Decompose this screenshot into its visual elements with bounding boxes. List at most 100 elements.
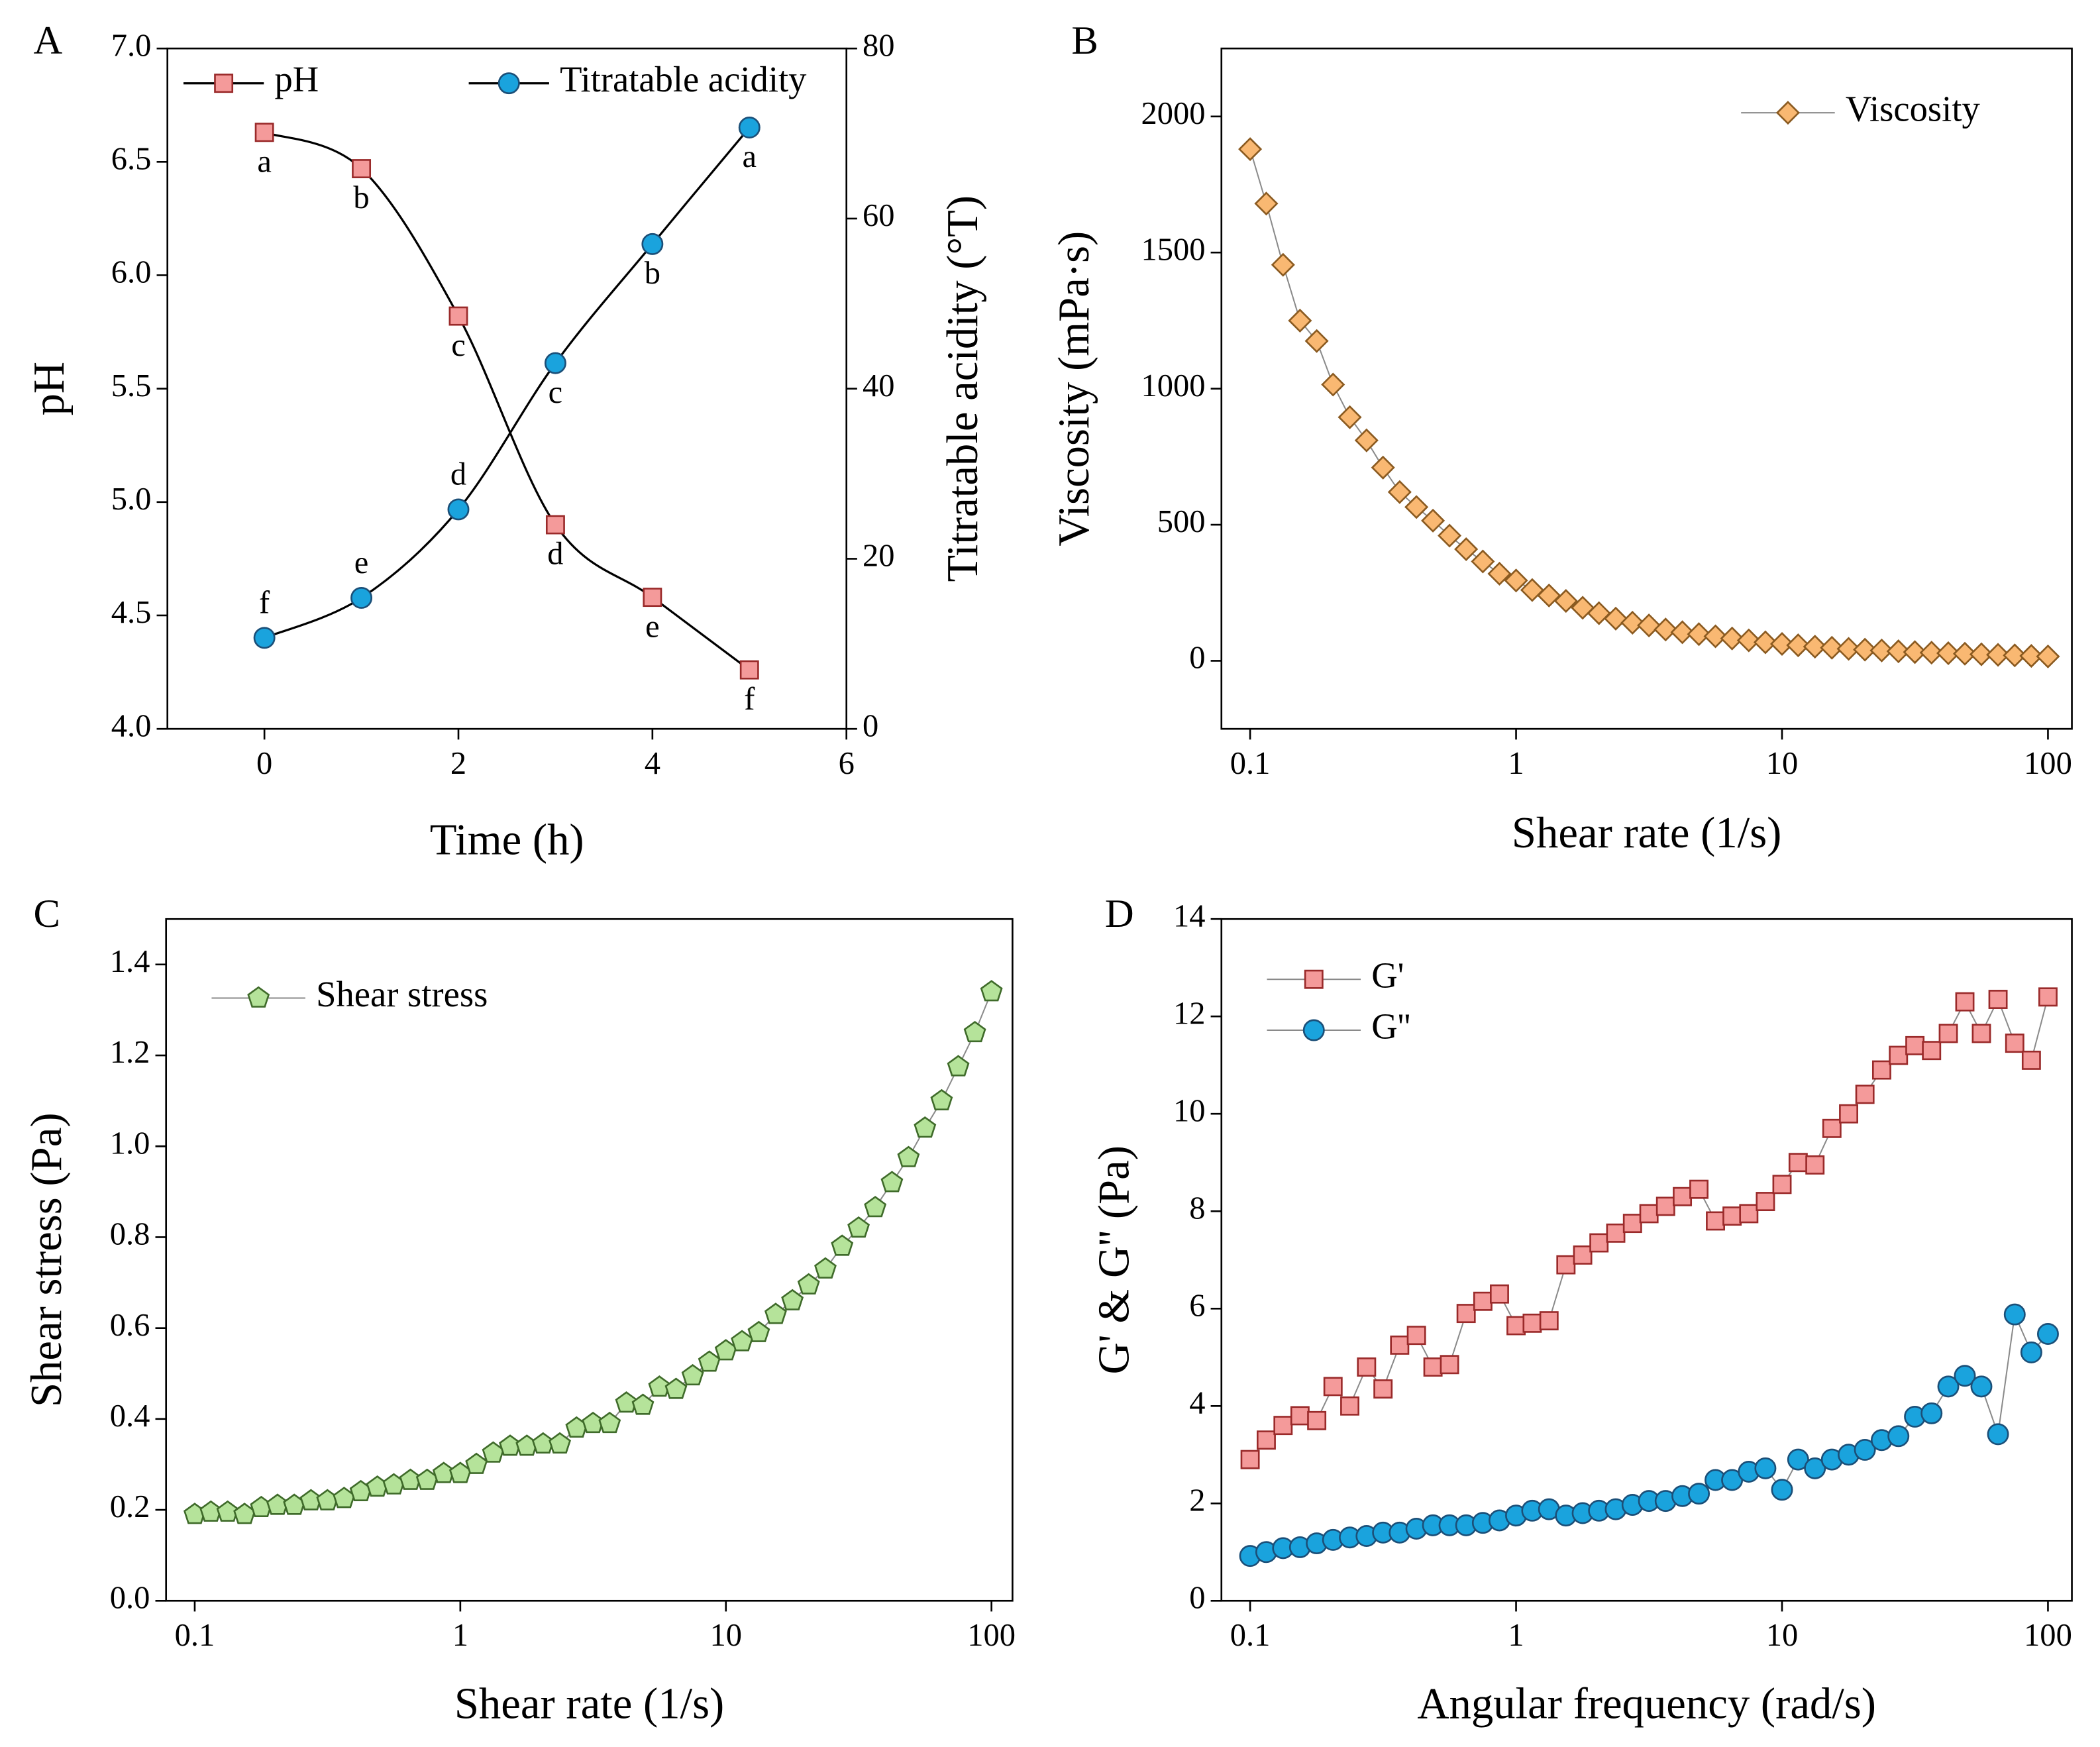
- marker-square: [2038, 987, 2058, 1007]
- y-tick-label: 14: [1173, 898, 1206, 933]
- marker-square: [1905, 1035, 1925, 1055]
- point-label: a: [743, 139, 757, 174]
- y-tick-label: 1000: [1141, 368, 1205, 403]
- marker-circle: [641, 233, 664, 255]
- marker-diamond: [1853, 637, 1877, 662]
- plot-frame: [1220, 918, 2073, 1602]
- marker-square: [1539, 1311, 1559, 1331]
- marker-circle: [544, 352, 566, 374]
- marker-square: [1706, 1211, 1725, 1231]
- marker-square: [1522, 1313, 1542, 1333]
- marker-circle: [1754, 1457, 1777, 1479]
- marker-square: [545, 515, 565, 535]
- marker-pentagon: [814, 1257, 837, 1279]
- marker-pentagon: [764, 1302, 787, 1324]
- marker-square: [1606, 1223, 1626, 1243]
- marker-diamond: [1836, 637, 1861, 661]
- y-tick-label: 5.5: [111, 368, 152, 403]
- point-label: b: [353, 180, 369, 215]
- point-label: d: [547, 537, 563, 572]
- marker-pentagon: [897, 1145, 920, 1167]
- point-label: f: [259, 585, 270, 620]
- point-label: c: [451, 328, 466, 363]
- marker-circle: [1937, 1375, 1960, 1398]
- marker-diamond: [1986, 643, 2011, 667]
- x-tick-label: 1: [1508, 746, 1524, 781]
- marker-square: [643, 588, 662, 608]
- marker-pentagon: [864, 1196, 887, 1218]
- marker-square: [1673, 1187, 1693, 1206]
- marker-diamond: [1238, 137, 1263, 162]
- marker-square: [1922, 1041, 1942, 1061]
- marker-square: [352, 159, 372, 179]
- x-tick-label: 0.1: [1230, 1618, 1271, 1653]
- marker-square: [1240, 1450, 1260, 1469]
- marker-square: [1323, 1377, 1343, 1397]
- marker-square: [1589, 1233, 1609, 1253]
- legend-marker: [247, 986, 270, 1008]
- x-tick-label: 4: [645, 746, 660, 781]
- marker-pentagon: [980, 980, 1003, 1002]
- marker-diamond: [1571, 596, 1595, 620]
- marker-pentagon: [831, 1234, 854, 1256]
- y-tick-label: 2: [1189, 1483, 1205, 1518]
- marker-diamond: [1903, 640, 1927, 664]
- marker-diamond: [1803, 635, 1827, 659]
- marker-square: [2005, 1033, 2024, 1053]
- y-tick-label: 500: [1157, 504, 1206, 539]
- marker-pentagon: [880, 1171, 904, 1192]
- marker-square: [1622, 1214, 1642, 1234]
- plot-frame: [165, 918, 1014, 1602]
- marker-square: [1655, 1196, 1675, 1216]
- x-tick-label: 0.1: [175, 1618, 215, 1653]
- y-tick-label: 4: [1189, 1385, 1205, 1420]
- marker-circle: [1920, 1402, 1943, 1424]
- marker-diamond: [1769, 631, 1795, 657]
- marker-square: [2021, 1050, 2041, 1070]
- marker-square: [1390, 1335, 1410, 1355]
- y-tick-label: 0: [1189, 1580, 1205, 1615]
- x-tick-label: 10: [1766, 746, 1799, 781]
- x-tick-label: 1: [1508, 1618, 1524, 1653]
- marker-circle: [1954, 1365, 1976, 1387]
- y-tick-label: 0.0: [110, 1580, 150, 1615]
- y-tick-label: 12: [1173, 996, 1206, 1031]
- marker-diamond: [1587, 601, 1611, 625]
- marker-diamond: [1936, 641, 1961, 665]
- marker-square: [1490, 1284, 1509, 1304]
- y2-axis-label: Titratable acidity (°T): [939, 195, 987, 582]
- point-label: e: [645, 609, 660, 644]
- x-tick-label: 1: [452, 1618, 468, 1653]
- series-line: [1249, 996, 2049, 1460]
- marker-diamond: [1637, 613, 1661, 638]
- marker-square: [1506, 1316, 1526, 1336]
- y-tick-label: 0: [1189, 641, 1205, 676]
- y2-tick-label: 0: [863, 708, 878, 743]
- marker-square: [1257, 1430, 1276, 1450]
- panel-label: C: [34, 892, 60, 936]
- marker-pentagon: [598, 1411, 621, 1434]
- marker-square: [1340, 1396, 1359, 1416]
- x-tick-label: 0.1: [1230, 746, 1271, 781]
- marker-square: [1357, 1357, 1377, 1377]
- marker-diamond: [1969, 642, 1994, 666]
- marker-pentagon: [216, 1500, 239, 1522]
- marker-circle: [1688, 1483, 1710, 1505]
- marker-pentagon: [963, 1020, 986, 1043]
- marker-diamond: [1387, 480, 1412, 504]
- legend-label: pH: [274, 59, 319, 99]
- marker-square: [1273, 1416, 1293, 1436]
- x-tick-label: 100: [967, 1618, 1016, 1653]
- marker-pentagon: [914, 1116, 937, 1138]
- y-tick-label: 0.2: [110, 1489, 150, 1524]
- marker-pentagon: [781, 1289, 804, 1310]
- marker-pentagon: [631, 1393, 655, 1415]
- marker-pentagon: [664, 1377, 688, 1399]
- marker-circle: [2003, 1303, 2026, 1326]
- marker-diamond: [1288, 308, 1312, 333]
- marker-pentagon: [465, 1452, 488, 1474]
- marker-pentagon: [947, 1055, 970, 1077]
- x-tick-label: 6: [839, 746, 855, 781]
- y-axis-label: G' & G'' (Pa): [1090, 1145, 1138, 1374]
- marker-circle: [2036, 1323, 2059, 1345]
